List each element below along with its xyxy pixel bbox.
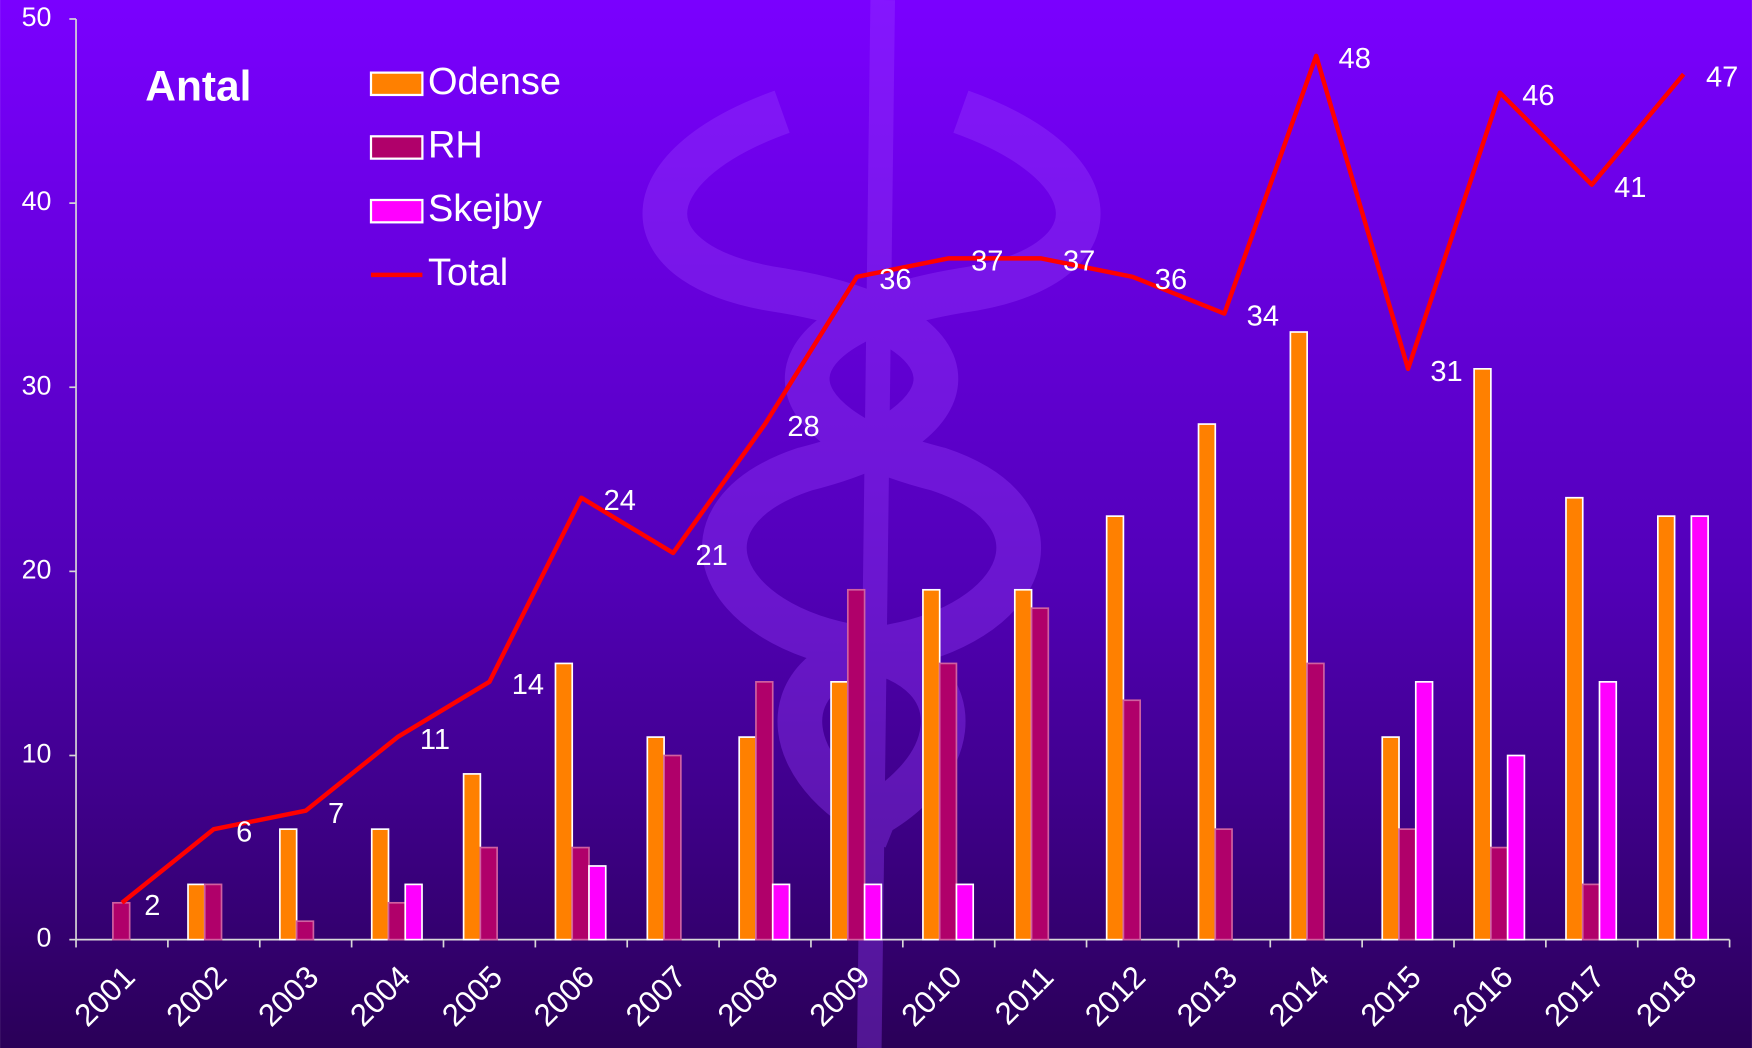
bar	[830, 681, 849, 941]
bar	[738, 736, 757, 941]
bar	[1013, 588, 1033, 941]
y-tick-label: 20	[22, 554, 52, 584]
bar	[462, 773, 482, 941]
bar	[863, 883, 883, 941]
bar	[571, 846, 590, 941]
bar	[1657, 515, 1676, 941]
bar	[922, 588, 941, 941]
bar	[1490, 846, 1509, 941]
data-label: 2	[144, 890, 160, 922]
data-label: 36	[1155, 264, 1187, 296]
data-label: 47	[1706, 61, 1738, 93]
legend-swatch	[369, 198, 424, 224]
bar	[1306, 662, 1325, 941]
bar	[755, 681, 774, 941]
bar	[646, 736, 665, 941]
data-label: 37	[971, 245, 1003, 277]
bar	[1105, 515, 1125, 941]
bar	[1690, 515, 1709, 941]
data-label: 28	[787, 411, 819, 443]
bar	[554, 662, 574, 941]
legend-label: RH	[428, 125, 483, 167]
bar	[1122, 699, 1142, 941]
bar	[938, 662, 958, 941]
chart-title: Antal	[145, 63, 251, 110]
data-label: 21	[695, 540, 727, 572]
bar	[1581, 883, 1601, 941]
data-label: 14	[512, 669, 544, 701]
legend-swatch	[369, 71, 424, 97]
data-label: 31	[1430, 356, 1462, 388]
bar	[663, 754, 682, 941]
bar	[1214, 828, 1233, 941]
bar	[404, 883, 423, 941]
data-label: 46	[1522, 80, 1554, 112]
bar	[1565, 496, 1584, 941]
bar	[479, 846, 498, 941]
data-label: 36	[879, 264, 911, 296]
data-label: 24	[604, 485, 636, 517]
y-tick-label: 40	[22, 186, 52, 216]
data-label: 6	[236, 816, 252, 848]
bar	[370, 828, 390, 941]
y-tick-label: 10	[22, 739, 52, 769]
bar	[1473, 367, 1492, 941]
line	[120, 53, 1686, 905]
bar	[1598, 681, 1618, 941]
legend-label: Total	[428, 252, 508, 294]
bar	[203, 883, 223, 941]
bar	[1414, 681, 1434, 941]
bar	[1197, 423, 1217, 941]
bar	[1030, 607, 1050, 941]
bar	[1398, 828, 1417, 941]
data-label: 34	[1247, 301, 1279, 333]
data-label: 41	[1614, 172, 1646, 204]
bar	[387, 901, 407, 941]
legend-label: Odense	[428, 61, 561, 103]
data-label: 48	[1339, 43, 1371, 75]
bar	[279, 828, 298, 941]
bar	[295, 920, 315, 941]
bar	[112, 901, 131, 941]
data-label: 11	[420, 724, 450, 756]
bar	[771, 883, 791, 941]
legend-label: Skejby	[428, 188, 542, 230]
bar	[588, 865, 607, 941]
data-label: 7	[328, 798, 344, 830]
bar	[1506, 754, 1526, 941]
data-label: 37	[1063, 245, 1095, 277]
bar	[955, 883, 975, 941]
y-tick-label: 50	[22, 2, 52, 32]
bar	[846, 588, 866, 941]
legend-swatch	[369, 135, 424, 160]
bar	[1381, 736, 1400, 941]
bar	[1289, 331, 1308, 941]
bar	[187, 883, 206, 941]
y-tick-label: 0	[37, 923, 52, 953]
y-tick-label: 30	[22, 370, 52, 400]
